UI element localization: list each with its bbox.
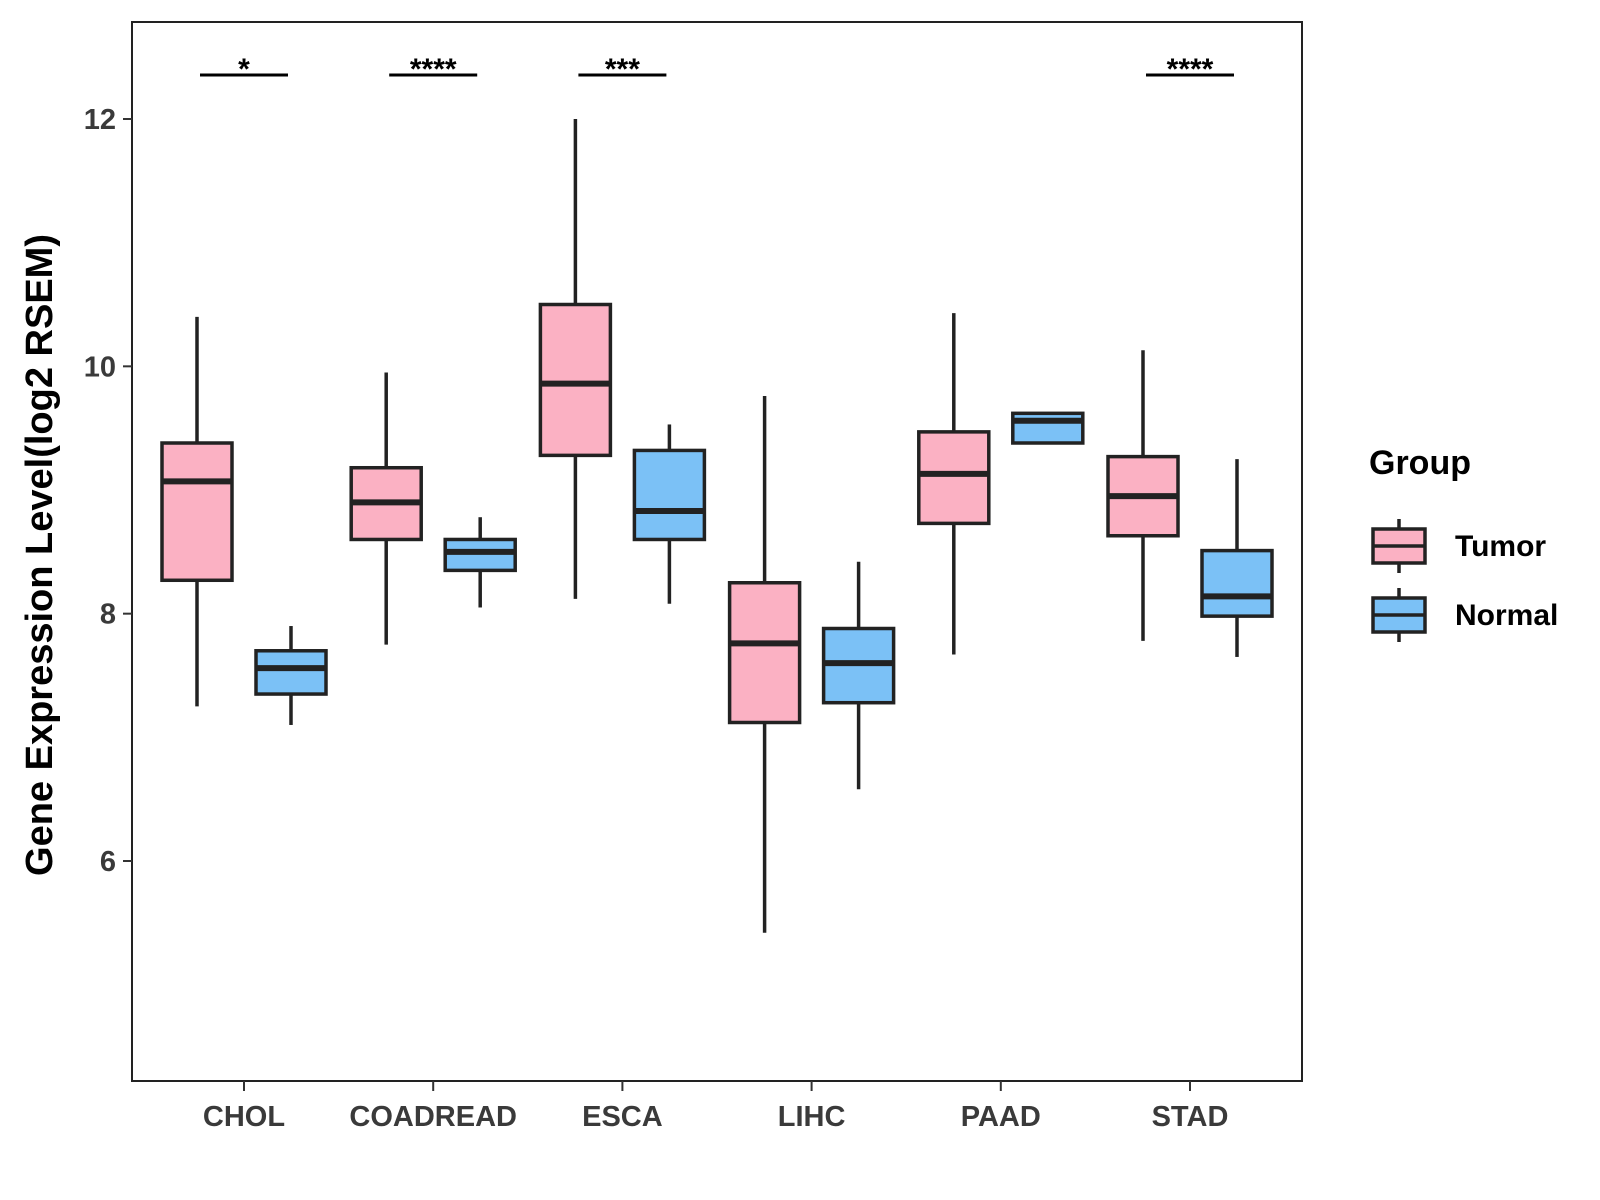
- box-esca-tumor-iqr: [538, 302, 613, 458]
- box-chol-tumor: [160, 316, 234, 707]
- sig-label-stad: ****: [1167, 53, 1214, 86]
- legend-label-normal: Normal: [1455, 599, 1558, 632]
- axes: 6 8 10 12 CHOL COADREAD ESCA LIHC PAAD STAD: [84, 21, 1303, 1133]
- box-esca-normal: [632, 424, 707, 604]
- box-coadread-tumor: [349, 372, 423, 645]
- box-esca-normal-iqr: [632, 448, 707, 542]
- legend: Group Tumor Normal: [1369, 444, 1558, 642]
- sig-label-esca: ***: [605, 53, 640, 86]
- legend-title: Group: [1369, 444, 1471, 482]
- box-paad-normal: [1011, 411, 1085, 445]
- box-coadread-normal-iqr: [443, 537, 517, 573]
- box-stad-normal: [1200, 459, 1274, 657]
- box-chol-normal: [254, 626, 328, 725]
- plot-panel-border: [131, 21, 1303, 1082]
- x-tick-label-coadread: COADREAD: [349, 1101, 517, 1133]
- box-chol-normal-iqr: [254, 649, 328, 696]
- box-paad-tumor-iqr: [917, 430, 991, 526]
- sig-label-coadread: ****: [410, 53, 457, 86]
- box-chol-tumor-iqr: [160, 441, 234, 583]
- box-coadread-normal: [443, 517, 517, 608]
- x-tick-label-stad: STAD: [1152, 1101, 1229, 1133]
- x-tick-label-paad: PAAD: [961, 1101, 1041, 1133]
- x-tick-label-lihc: LIHC: [778, 1101, 846, 1133]
- x-tick-label-esca: ESCA: [582, 1101, 663, 1133]
- box-lihc-tumor-iqr: [727, 581, 802, 725]
- y-axis-title: Gene Expression Level(log2 RSEM): [19, 234, 61, 876]
- box-esca-tumor: [538, 119, 613, 599]
- box-lihc-tumor: [727, 396, 802, 933]
- legend-label-tumor: Tumor: [1455, 530, 1546, 563]
- box-lihc-normal: [821, 561, 896, 790]
- x-tick-label-chol: CHOL: [203, 1101, 285, 1133]
- box-stad-tumor: [1106, 350, 1180, 641]
- sig-label-chol: *: [238, 53, 250, 86]
- y-tick-label-8: 8: [100, 599, 116, 631]
- box-paad-tumor: [917, 313, 991, 655]
- y-tick-label-12: 12: [84, 104, 116, 136]
- box-stad-normal-iqr: [1200, 548, 1274, 618]
- y-tick-label-10: 10: [84, 351, 116, 383]
- y-tick-label-6: 6: [100, 846, 116, 878]
- plot-area: * **** *** ****: [160, 53, 1274, 933]
